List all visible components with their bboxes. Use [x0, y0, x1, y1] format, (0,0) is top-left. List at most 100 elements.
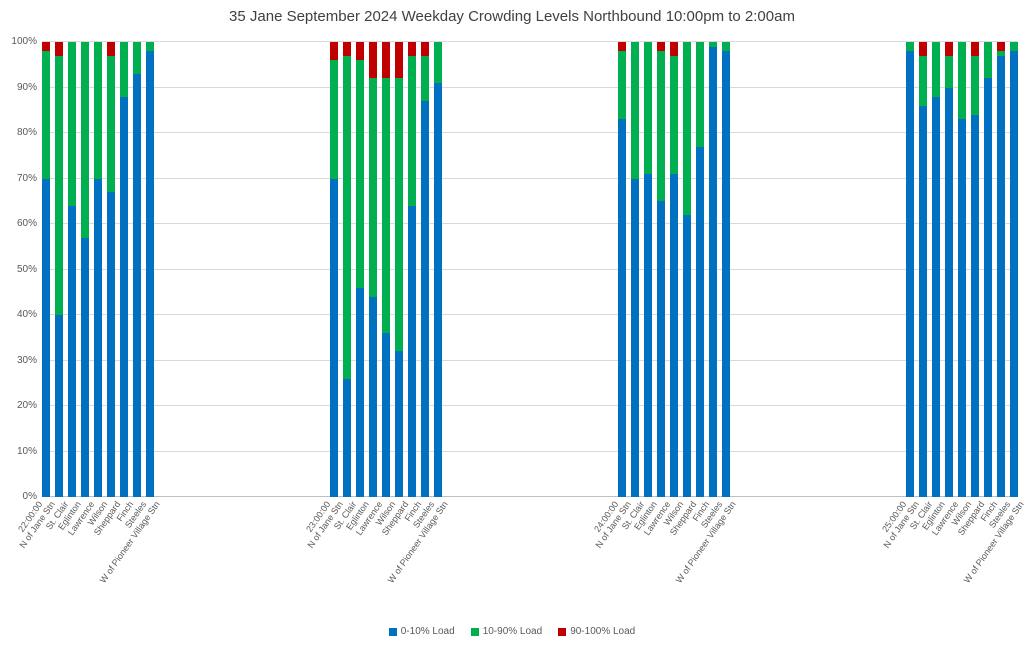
bar-sheppard: [107, 42, 115, 497]
y-tick-label: 50%: [16, 263, 37, 275]
y-tick-label: 60%: [16, 218, 37, 229]
bar-segment-0-10-load: [94, 178, 102, 497]
bar-segment-10-90-load: [683, 42, 691, 215]
bar-segment-0-10-load: [120, 96, 128, 497]
x-axis-line: [42, 496, 1018, 497]
bar-segment-10-90-load: [81, 42, 89, 238]
x-axis-label-text: Eglinton: [344, 499, 372, 532]
bar-segment-0-10-load: [670, 173, 678, 497]
legend-label: 0-10% Load: [400, 626, 455, 637]
bar-segment-10-90-load: [395, 78, 403, 352]
bar-segment-0-10-load: [906, 51, 914, 497]
y-tick-label: 100%: [11, 36, 37, 47]
bar-segment-0-10-load: [42, 178, 50, 497]
bar-segment-10-90-load: [94, 42, 102, 179]
bar-segment-0-10-load: [683, 214, 691, 497]
bar-segment-10-90-load: [670, 55, 678, 174]
legend: 0-10% Load 10-90% Load 90-100% Load: [0, 626, 1024, 637]
bar-segment-0-10-load: [107, 192, 115, 497]
bar-sheppard: [971, 42, 979, 497]
bar-segment-0-10-load: [945, 87, 953, 497]
bar-segment-10-90-load: [644, 42, 652, 174]
bar-segment-0-10-load: [369, 296, 377, 497]
bar-segment-10-90-load: [408, 55, 416, 206]
bar-lawrence: [369, 42, 377, 497]
x-axis-label-text: 24:00:00: [592, 499, 621, 534]
x-axis-label-text: W of Pioneer Village Stn: [961, 499, 1024, 585]
bar-segment-0-10-load: [133, 73, 141, 497]
bar-segment-10-90-load: [906, 42, 914, 52]
bar-finch: [696, 42, 704, 497]
x-axis-label-text: Lawrence: [641, 499, 673, 538]
bar-group-23-00-00: [330, 42, 442, 497]
bar-eglinton: [932, 42, 940, 497]
bar-segment-90-100-load: [408, 42, 416, 56]
bar-n-of-jane-stn: [330, 42, 338, 497]
gridline: [42, 223, 1018, 224]
bar-segment-90-100-load: [945, 42, 953, 56]
legend-label: 90-100% Load: [570, 626, 636, 637]
bar-segment-10-90-load: [984, 42, 992, 79]
bar-segment-10-90-load: [42, 51, 50, 179]
bar-group-22-00-00: [42, 42, 154, 497]
bar-segment-0-10-load: [618, 119, 626, 497]
bar-finch: [984, 42, 992, 497]
x-axis-label-text: N of Jane Stn: [881, 499, 922, 550]
x-axis-label-text: 25:00:00: [880, 499, 909, 534]
bar-segment-0-10-load: [395, 351, 403, 497]
x-axis-label-text: Lawrence: [353, 499, 385, 538]
bar-segment-10-90-load: [945, 55, 953, 88]
bar-segment-0-10-load: [356, 287, 364, 497]
y-tick-label: 10%: [16, 445, 37, 457]
gridline: [42, 314, 1018, 315]
gridline: [42, 132, 1018, 133]
bar-segment-90-100-load: [42, 42, 50, 52]
bar-group-25-00-00: [906, 42, 1018, 497]
bar-segment-0-10-load: [984, 78, 992, 497]
bar-segment-90-100-load: [971, 42, 979, 56]
y-tick-label: 20%: [16, 400, 37, 411]
x-axis-label-text: Sheppard: [379, 499, 411, 538]
bar-w-of-pioneer-village-stn: [146, 42, 154, 497]
x-axis-label-text: Steeles: [698, 499, 725, 530]
x-axis-label-text: Finch: [402, 499, 424, 524]
gridline: [42, 405, 1018, 406]
legend-item-90-100-load: 90-100% Load: [558, 626, 635, 637]
bar-segment-10-90-load: [434, 42, 442, 83]
bar-n-of-jane-stn: [42, 42, 50, 497]
bar-eglinton: [68, 42, 76, 497]
bar-segment-90-100-load: [670, 42, 678, 56]
bar-w-of-pioneer-village-stn: [722, 42, 730, 497]
bar-segment-0-10-load: [958, 119, 966, 497]
x-axis-label-text: N of Jane Stn: [593, 499, 634, 550]
bar-segment-10-90-load: [618, 51, 626, 120]
bar-st-clair: [55, 42, 63, 497]
x-axis-label-text: Steeles: [986, 499, 1013, 530]
bar-segment-90-100-load: [330, 42, 338, 61]
bar-segment-10-90-load: [343, 55, 351, 379]
bar-segment-90-100-load: [657, 42, 665, 52]
bar-segment-10-90-load: [107, 55, 115, 193]
bar-segment-90-100-load: [421, 42, 429, 56]
x-axis-labels: N of Jane Stn 22:00:00 St. Clair Eglinton La…: [0, 499, 1024, 615]
gridline: [42, 450, 1018, 452]
x-axis-label-text: St. Clair: [43, 499, 71, 532]
y-tick-label: 80%: [16, 127, 37, 138]
bar-segment-90-100-load: [55, 42, 63, 56]
x-axis-label-text: Eglinton: [632, 499, 660, 532]
x-axis-label-text: Finch: [114, 499, 136, 524]
bar-eglinton: [644, 42, 652, 497]
gridline: [42, 41, 1018, 42]
bar-segment-0-10-load: [330, 178, 338, 497]
bar-segment-10-90-load: [971, 55, 979, 115]
x-axis-label-text: W of Pioneer Village Stn: [673, 499, 738, 585]
plot-area: 0% 10% 20% 30% 40% 50% 60% 70% 80% 90% 100%: [11, 37, 1018, 502]
bar-steeles: [997, 42, 1005, 497]
x-axis-label-text: Eglinton: [56, 499, 84, 532]
bar-segment-0-10-load: [971, 114, 979, 497]
x-axis-label-text: Sheppard: [91, 499, 123, 538]
bar-eglinton: [356, 42, 364, 497]
x-axis-label-text: N of Jane Stn: [17, 499, 58, 550]
bar-segment-90-100-load: [919, 42, 927, 56]
